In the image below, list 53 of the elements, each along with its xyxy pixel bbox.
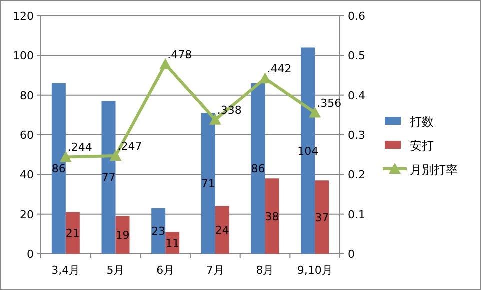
data-label: 38 bbox=[265, 210, 280, 224]
bar bbox=[52, 83, 66, 254]
y2-tick-label: 0.4 bbox=[348, 89, 366, 102]
bar bbox=[265, 178, 280, 254]
bar bbox=[102, 101, 116, 254]
y-tick-label: 80 bbox=[20, 89, 34, 102]
data-label: 77 bbox=[102, 172, 116, 185]
data-label: 21 bbox=[66, 227, 80, 240]
y-tick-label: 40 bbox=[20, 168, 34, 182]
data-label: .356 bbox=[317, 96, 342, 110]
data-label: .244 bbox=[68, 141, 92, 154]
bar bbox=[315, 180, 330, 254]
point bbox=[60, 151, 72, 162]
data-label: 37 bbox=[315, 211, 330, 224]
bar bbox=[152, 208, 166, 254]
point bbox=[209, 114, 222, 125]
x-tick-label: 7月 bbox=[206, 264, 224, 277]
y2-tick-label: 0.5 bbox=[348, 50, 366, 63]
x-tick-label: 8月 bbox=[256, 264, 274, 277]
data-label: 24 bbox=[215, 224, 230, 238]
y2-tick-label: 0.2 bbox=[348, 168, 366, 182]
bar bbox=[116, 216, 130, 254]
x-tick-label: 6月 bbox=[156, 264, 175, 277]
y-tick-label: 120 bbox=[13, 10, 34, 23]
y2-tick-label: 0.1 bbox=[348, 208, 366, 222]
x-tick-label: 5月 bbox=[106, 264, 125, 277]
y2-tick-label: 0.3 bbox=[348, 129, 366, 142]
y-tick-label: 0 bbox=[27, 248, 34, 261]
legend-label: 安打 bbox=[410, 139, 434, 153]
y-tick-label: 60 bbox=[20, 129, 34, 142]
bar bbox=[251, 83, 266, 254]
point bbox=[110, 150, 122, 162]
data-label: 19 bbox=[116, 229, 130, 242]
data-label: .478 bbox=[168, 48, 192, 62]
point bbox=[309, 106, 322, 118]
bar bbox=[66, 212, 80, 254]
point bbox=[160, 58, 172, 70]
y-tick-label: 100 bbox=[13, 50, 34, 63]
x-tick-label: 3,4月 bbox=[52, 264, 80, 277]
bar bbox=[215, 206, 230, 254]
data-label: 86 bbox=[251, 162, 266, 176]
legend-label: 月別打率 bbox=[410, 163, 458, 177]
data-label: 86 bbox=[52, 162, 66, 176]
data-label: 11 bbox=[166, 237, 180, 250]
data-label: .442 bbox=[267, 62, 292, 76]
data-label: 71 bbox=[201, 178, 216, 191]
bar bbox=[201, 113, 216, 254]
y2-tick-label: 0.6 bbox=[348, 10, 366, 23]
data-label: 23 bbox=[152, 225, 166, 238]
y-tick-label: 20 bbox=[20, 208, 34, 222]
y2-tick-label: 0 bbox=[348, 248, 355, 261]
legend-label: 打数 bbox=[409, 115, 434, 129]
x-tick-label: 9,10月 bbox=[297, 264, 333, 277]
